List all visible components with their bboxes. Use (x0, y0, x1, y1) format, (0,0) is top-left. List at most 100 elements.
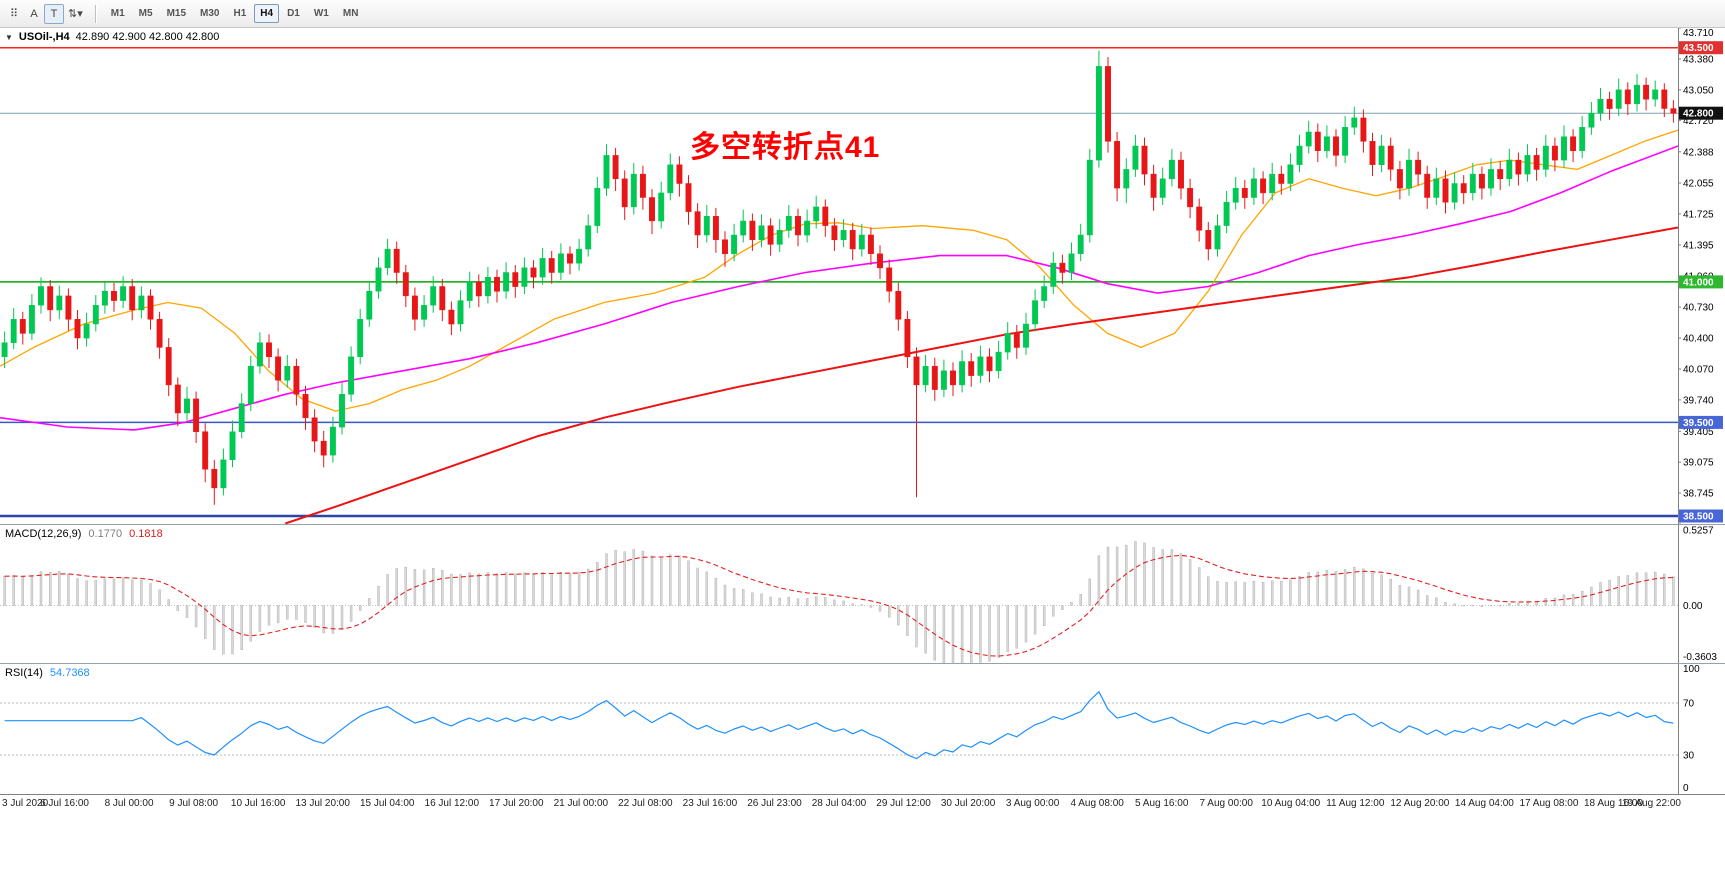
time-axis-label: 4 Aug 08:00 (1070, 798, 1124, 809)
rsi-value: 54.7368 (49, 667, 90, 679)
ma-medium-magenta (0, 145, 1679, 431)
time-axis-label: 8 Jul 00:00 (104, 798, 154, 809)
time-axis-label: 9 Jul 08:00 (169, 798, 219, 809)
price-axis-tick: 43.380 (1683, 54, 1714, 65)
price-chart-panel[interactable]: 43.710 43.380 43.050 42.720 42.388 42.055 41.7… (0, 28, 1725, 524)
text-tool-button[interactable]: T (44, 3, 64, 24)
price-axis-tick: 41.395 (1683, 240, 1714, 251)
time-axis-label: 3 Jul 2020 (2, 798, 49, 809)
timeframe-button-M1[interactable]: M1 (110, 8, 125, 19)
time-axis-label: 14 Aug 04:00 (1454, 798, 1514, 809)
chart-annotation-text[interactable]: 多空转折点41 (690, 131, 881, 164)
time-axis-label: 15 Jul 04:00 (359, 798, 415, 809)
time-axis-label: 5 Aug 16:00 (1134, 798, 1189, 809)
price-axis-tick: 40.730 (1683, 303, 1714, 314)
time-axis-label: 17 Jul 20:00 (489, 798, 544, 809)
price-axis-tick: 40.400 (1683, 334, 1714, 345)
time-axis-label: 26 Jul 23:00 (747, 798, 802, 809)
timeframe-button-W1[interactable]: W1 (313, 8, 329, 19)
timeframe-toolbar: M1 M5 M15 M30 H1 H4 D1 W1 MN (104, 4, 366, 23)
price-tag-value: 42.800 (1683, 109, 1714, 120)
ma-fast-orange (0, 129, 1679, 412)
time-axis-label: 6 Jul 16:00 (40, 798, 89, 809)
price-axis-tick: 41.725 (1683, 209, 1714, 220)
price-axis-tick: 40.070 (1683, 365, 1714, 376)
rsi-panel[interactable]: 100 70 30 0 RSI(14) 54.7368 (0, 663, 1725, 794)
rsi-canvas[interactable]: 100 70 30 0 (0, 664, 1725, 794)
time-axis-label: 10 Aug 04:00 (1261, 798, 1321, 809)
ohlc-values: 42.890 42.900 42.800 42.800 (75, 31, 220, 43)
price-axis-tick: 42.388 (1683, 147, 1714, 158)
collapse-chart-icon[interactable]: ▼ (5, 32, 13, 42)
time-axis-label: 19 Aug 22:00 (1621, 798, 1681, 809)
time-axis-label: 12 Aug 20:00 (1390, 798, 1450, 809)
rsi-axis-tick: 0 (1683, 783, 1689, 794)
macd-axis-tick: -0.3603 (1683, 652, 1717, 663)
macd-main-value: 0.1770 (88, 528, 123, 540)
macd-label: MACD(12,26,9) 0.1770 0.1818 (5, 528, 163, 540)
timeframe-button-M5[interactable]: M5 (138, 8, 153, 19)
macd-signal-value: 0.1818 (129, 528, 163, 540)
price-axis-tick: 43.710 (1683, 28, 1714, 39)
time-axis[interactable]: 3 Jul 2020 6 Jul 16:00 8 Jul 00:00 9 Jul 08… (0, 794, 1725, 814)
chart-stack: 43.710 43.380 43.050 42.720 42.388 42.055 41.7… (0, 28, 1725, 893)
arrow-annotation-button[interactable]: A (30, 7, 38, 20)
price-tag (1679, 275, 1723, 289)
toolbar-grip: ⠿ (9, 8, 19, 20)
time-axis-label: 22 Jul 08:00 (618, 798, 673, 809)
timeframe-button-M15[interactable]: M15 (166, 8, 187, 19)
time-axis-label: 23 Jul 16:00 (682, 798, 738, 809)
time-axis-label: 30 Jul 20:00 (940, 798, 996, 809)
macd-signal-line (4, 554, 1674, 657)
sort-indicators-button[interactable]: ⇅▾ (68, 8, 83, 20)
price-tag-value: 43.500 (1683, 43, 1714, 54)
macd-canvas[interactable]: 0.5257 0.00 -0.3603 (0, 525, 1725, 663)
price-axis-tick: 38.745 (1683, 489, 1714, 500)
price-axis-tick: 42.055 (1683, 179, 1714, 190)
time-axis-label: 18 Aug 16:00 (1583, 798, 1643, 809)
price-chart-canvas[interactable]: 43.710 43.380 43.050 42.720 42.388 42.055 41.7… (0, 28, 1725, 524)
timeframe-button-D1[interactable]: D1 (287, 8, 300, 19)
timeframe-button-H4[interactable]: H4 (254, 4, 280, 23)
ma-slow-red (284, 226, 1679, 524)
macd-panel[interactable]: 0.5257 0.00 -0.3603 MACD(12,26,9) 0.1770 0… (0, 524, 1725, 663)
toolbar: ⠿ A T ⇅▾ M1 M5 M15 M30 H1 H4 D1 W1 MN (0, 0, 1725, 28)
time-axis-label: 29 Jul 12:00 (876, 798, 931, 809)
time-axis-label: 10 Jul 16:00 (230, 798, 286, 809)
price-axis-tick: 43.050 (1683, 85, 1714, 96)
time-axis-label: 11 Aug 12:00 (1326, 798, 1385, 809)
chart-ohlc-label: ▼ USOil-,H4 42.890 42.900 42.800 42.800 (5, 31, 219, 43)
macd-histogram-layer (3, 541, 1675, 663)
time-axis-label: 7 Aug 00:00 (1199, 798, 1253, 809)
timeframe-button-MN[interactable]: MN (342, 8, 359, 19)
price-tag-value: 41.000 (1683, 277, 1714, 288)
rsi-line (4, 691, 1674, 760)
time-axis-label: 16 Jul 12:00 (424, 798, 480, 809)
price-tag (1679, 415, 1723, 429)
rsi-label: RSI(14) 54.7368 (5, 667, 90, 679)
bottom-filler (0, 814, 1725, 893)
moving-averages-layer (0, 129, 1679, 524)
macd-axis-tick: 0.5257 (1683, 525, 1714, 536)
toolbar-left-group: ⠿ A T ⇅▾ (4, 3, 87, 24)
rsi-axis-tick: 100 (1683, 664, 1700, 675)
price-axis-tick: 39.075 (1683, 458, 1714, 469)
price-tag (1679, 509, 1723, 523)
time-axis-label: 28 Jul 04:00 (811, 798, 867, 809)
timeframe-button-H1[interactable]: H1 (233, 8, 247, 19)
price-axis-tick: 39.405 (1683, 427, 1714, 438)
timeframe-button-M30[interactable]: M30 (200, 8, 220, 19)
candles-layer (1, 50, 1677, 505)
macd-name: MACD(12,26,9) (5, 528, 82, 540)
time-axis-label: 13 Jul 20:00 (295, 798, 350, 809)
price-axis-tick: 39.740 (1683, 395, 1714, 406)
symbol-label: USOil-,H4 (18, 31, 70, 43)
price-tag (1679, 106, 1723, 120)
macd-axis-tick: 0.00 (1683, 601, 1703, 612)
time-axis-label: 21 Jul 00:00 (553, 798, 609, 809)
level-lines-layer (0, 46, 1678, 518)
price-tag (1679, 41, 1723, 55)
rsi-name: RSI(14) (5, 667, 43, 679)
price-tag-value: 38.500 (1683, 512, 1714, 523)
